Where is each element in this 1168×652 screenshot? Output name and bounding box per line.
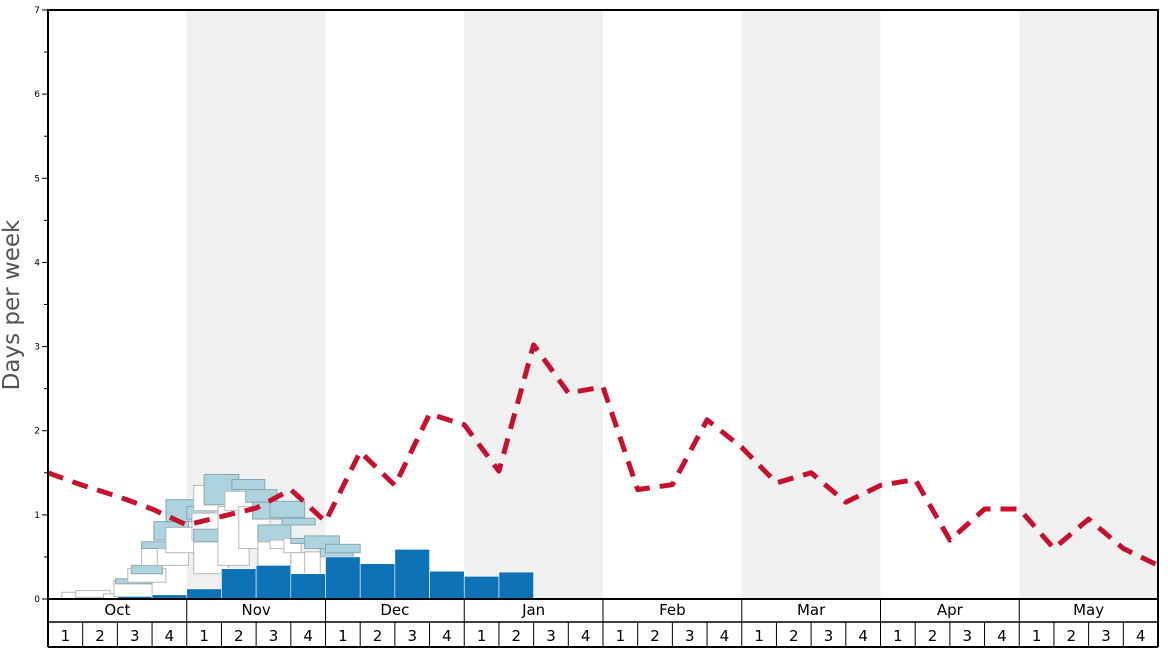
week-label: 2 (928, 627, 938, 645)
month-label-apr: Apr (937, 601, 964, 619)
y-tick-label: 3 (34, 343, 40, 353)
bar (325, 556, 361, 600)
month-label-oct: Oct (104, 601, 130, 619)
week-label: 4 (165, 627, 175, 645)
plot-frame (47, 9, 1159, 600)
week-label: 4 (442, 627, 452, 645)
bar (186, 588, 222, 600)
week-label: 2 (234, 627, 244, 645)
week-label: 1 (1032, 627, 1042, 645)
range-box (269, 500, 306, 518)
week-label: 4 (303, 627, 313, 645)
week-label: 2 (95, 627, 105, 645)
week-label: 3 (1101, 627, 1111, 645)
y-tick-label: 0 (34, 595, 40, 605)
week-label: 2 (789, 627, 799, 645)
month-label-may: May (1073, 601, 1104, 619)
week-label: 2 (512, 627, 522, 645)
week-label: 1 (477, 627, 487, 645)
range-box (325, 543, 361, 554)
y-axis: 0 1 2 3 4 5 6 7 (34, 6, 48, 605)
bar (498, 571, 534, 600)
week-label: 3 (130, 627, 140, 645)
month-label-jan: Jan (521, 601, 545, 619)
shaded-month-bands (186, 10, 1158, 599)
week-label: 3 (269, 627, 279, 645)
week-label: 2 (650, 627, 660, 645)
bar (221, 568, 257, 600)
week-label: 3 (962, 627, 972, 645)
week-label: 3 (546, 627, 556, 645)
week-label: 4 (997, 627, 1007, 645)
week-label: 4 (720, 627, 730, 645)
bar (359, 563, 396, 600)
bar (255, 565, 292, 600)
month-label-mar: Mar (797, 601, 826, 619)
week-label: 1 (199, 627, 209, 645)
week-label: 3 (407, 627, 417, 645)
week-label: 4 (858, 627, 868, 645)
week-label: 1 (61, 627, 71, 645)
week-label: 1 (893, 627, 903, 645)
y-tick-label: 4 (34, 258, 40, 268)
x-axis: Oct 1 2 3 4 Nov 1 2 3 4 Dec 1 2 3 4 Jan 1 2 3 4 Feb 1 2 3 4 Mar 1 2… (47, 599, 1159, 648)
bar (394, 549, 430, 600)
month-label-nov: Nov (241, 601, 270, 619)
y-tick-label: 5 (34, 174, 40, 184)
y-tick-label: 1 (34, 511, 40, 521)
bar (463, 575, 500, 600)
bar (429, 570, 465, 600)
range-box (281, 517, 316, 526)
week-label: 3 (685, 627, 695, 645)
range-box (231, 479, 266, 491)
y-tick-label: 6 (34, 90, 40, 100)
month-label-dec: Dec (380, 601, 409, 619)
bar-series (117, 549, 534, 600)
y-axis-label: Days per week (0, 219, 25, 390)
bar (290, 573, 326, 600)
range-box (130, 564, 163, 575)
week-label: 2 (373, 627, 383, 645)
month-shade-may (1019, 10, 1158, 599)
line-series (47, 342, 1160, 568)
week-label: 1 (338, 627, 348, 645)
month-shade-jan (464, 10, 603, 599)
week-label: 4 (1136, 627, 1146, 645)
week-label: 1 (616, 627, 626, 645)
y-tick-label: 7 (34, 6, 40, 16)
week-label: 2 (1067, 627, 1077, 645)
week-label: 3 (824, 627, 834, 645)
week-label: 4 (581, 627, 591, 645)
month-label-feb: Feb (659, 601, 686, 619)
y-tick-label: 2 (34, 427, 40, 437)
week-label: 1 (754, 627, 764, 645)
series-line (47, 342, 1160, 568)
month-shade-mar (741, 10, 881, 599)
